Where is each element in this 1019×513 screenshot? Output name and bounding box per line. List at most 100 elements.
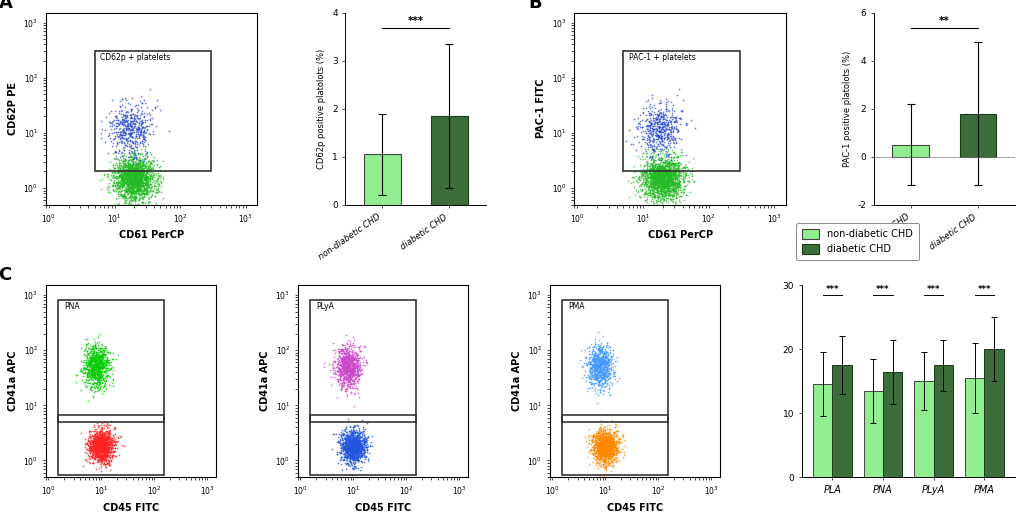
Point — [599, 439, 615, 447]
Point — [121, 185, 138, 193]
Point — [91, 354, 107, 363]
Point — [594, 453, 610, 462]
Point — [595, 363, 611, 371]
Point — [650, 179, 666, 187]
Point — [585, 352, 601, 360]
Point — [97, 349, 113, 358]
Point — [598, 379, 614, 387]
Point — [330, 367, 346, 376]
Point — [332, 433, 348, 441]
Point — [332, 354, 348, 363]
Point — [662, 154, 679, 162]
Point — [650, 115, 666, 123]
Point — [84, 347, 100, 356]
Point — [130, 141, 147, 149]
Point — [86, 431, 102, 439]
Point — [92, 347, 108, 356]
Point — [354, 446, 370, 455]
Point — [598, 449, 614, 457]
Point — [657, 144, 674, 152]
Point — [596, 445, 612, 453]
Point — [341, 453, 358, 461]
Point — [590, 347, 606, 356]
Point — [646, 125, 662, 133]
Point — [600, 355, 616, 363]
Point — [88, 449, 104, 457]
Point — [128, 131, 145, 140]
Point — [592, 354, 608, 363]
Point — [114, 94, 130, 103]
Point — [347, 449, 364, 458]
Point — [125, 161, 142, 169]
Point — [341, 374, 358, 383]
Point — [129, 130, 146, 138]
Point — [79, 457, 96, 465]
Point — [113, 136, 129, 145]
Point — [665, 179, 682, 187]
Point — [643, 173, 659, 181]
Point — [662, 184, 679, 192]
Point — [586, 361, 602, 369]
Point — [603, 452, 620, 460]
Point — [590, 448, 606, 456]
Point — [94, 361, 110, 369]
Point — [83, 451, 99, 460]
Point — [129, 184, 146, 192]
Point — [348, 442, 365, 450]
Point — [652, 163, 668, 171]
Point — [340, 344, 357, 352]
Point — [597, 443, 613, 451]
Point — [88, 439, 104, 447]
Point — [345, 432, 362, 441]
Point — [587, 452, 603, 460]
Point — [131, 156, 148, 164]
Point — [135, 130, 151, 139]
Point — [660, 176, 677, 185]
Point — [640, 162, 656, 170]
Point — [98, 356, 114, 364]
Point — [657, 178, 674, 186]
Point — [598, 433, 614, 441]
Point — [122, 193, 139, 201]
Point — [639, 171, 655, 179]
Point — [98, 455, 114, 463]
Point — [661, 182, 678, 190]
Point — [643, 171, 659, 180]
Point — [661, 173, 678, 182]
Point — [128, 174, 145, 183]
Point — [658, 170, 675, 179]
Point — [661, 181, 678, 189]
Point — [113, 130, 129, 138]
Point — [120, 168, 137, 176]
Point — [98, 451, 114, 460]
Point — [123, 130, 140, 138]
Point — [655, 188, 672, 196]
Point — [344, 351, 361, 359]
Point — [124, 174, 141, 183]
Point — [598, 448, 614, 456]
Point — [112, 153, 128, 161]
Point — [659, 168, 676, 176]
Point — [122, 161, 139, 169]
Point — [90, 433, 106, 442]
Point — [116, 120, 132, 128]
Point — [135, 180, 151, 188]
Point — [599, 447, 615, 455]
Point — [122, 164, 139, 172]
Point — [98, 449, 114, 457]
Point — [591, 347, 607, 355]
Point — [585, 381, 601, 389]
Point — [96, 377, 112, 385]
Point — [118, 184, 135, 192]
Point — [342, 438, 359, 446]
Point — [101, 381, 117, 389]
Point — [135, 132, 151, 141]
Point — [103, 125, 119, 133]
Point — [125, 174, 142, 182]
Point — [666, 136, 683, 144]
Point — [594, 439, 610, 447]
Point — [588, 453, 604, 462]
Point — [85, 357, 101, 365]
Point — [344, 450, 361, 458]
Point — [117, 201, 133, 209]
